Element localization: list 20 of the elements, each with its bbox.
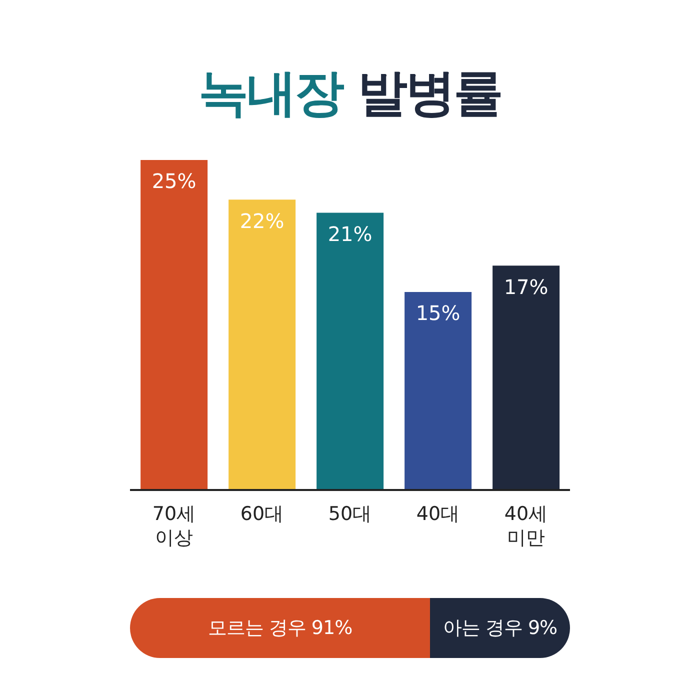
x-tick-label: 50대: [328, 503, 372, 525]
data-label: 91%: [311, 617, 352, 639]
x-tick-label: 40대: [416, 503, 460, 525]
category-label: 아는 경우: [442, 617, 522, 639]
data-label: 9%: [528, 617, 558, 639]
bar: [404, 292, 472, 490]
category-label: 모르는 경우: [208, 617, 306, 639]
bar: [316, 212, 384, 490]
x-tick-label: 40세 미만: [504, 503, 548, 549]
x-tick-label: 70세 이상: [152, 503, 196, 549]
bar: [140, 160, 208, 490]
data-label: 25%: [152, 169, 196, 194]
chart-title: 녹내장 발병률: [198, 64, 502, 122]
data-label: 15%: [416, 301, 460, 326]
bar: [228, 200, 296, 490]
bar: [492, 266, 560, 490]
x-tick-label: 60대: [240, 503, 284, 525]
data-label: 22%: [240, 208, 284, 233]
data-label: 17%: [504, 274, 548, 299]
data-label: 21%: [328, 222, 372, 246]
